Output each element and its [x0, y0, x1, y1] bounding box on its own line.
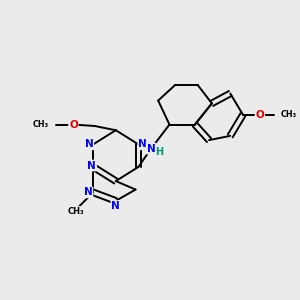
- Text: N: N: [85, 139, 93, 149]
- Text: O: O: [69, 120, 78, 130]
- Text: N: N: [111, 201, 120, 211]
- Text: CH₃: CH₃: [68, 207, 85, 216]
- Text: CH₃: CH₃: [281, 110, 297, 119]
- Text: N: N: [138, 139, 147, 149]
- Text: N: N: [147, 144, 155, 154]
- Text: N: N: [87, 160, 96, 170]
- Text: O: O: [256, 110, 264, 120]
- Text: N: N: [84, 188, 92, 197]
- Text: CH₃: CH₃: [32, 120, 49, 129]
- Text: H: H: [155, 147, 163, 157]
